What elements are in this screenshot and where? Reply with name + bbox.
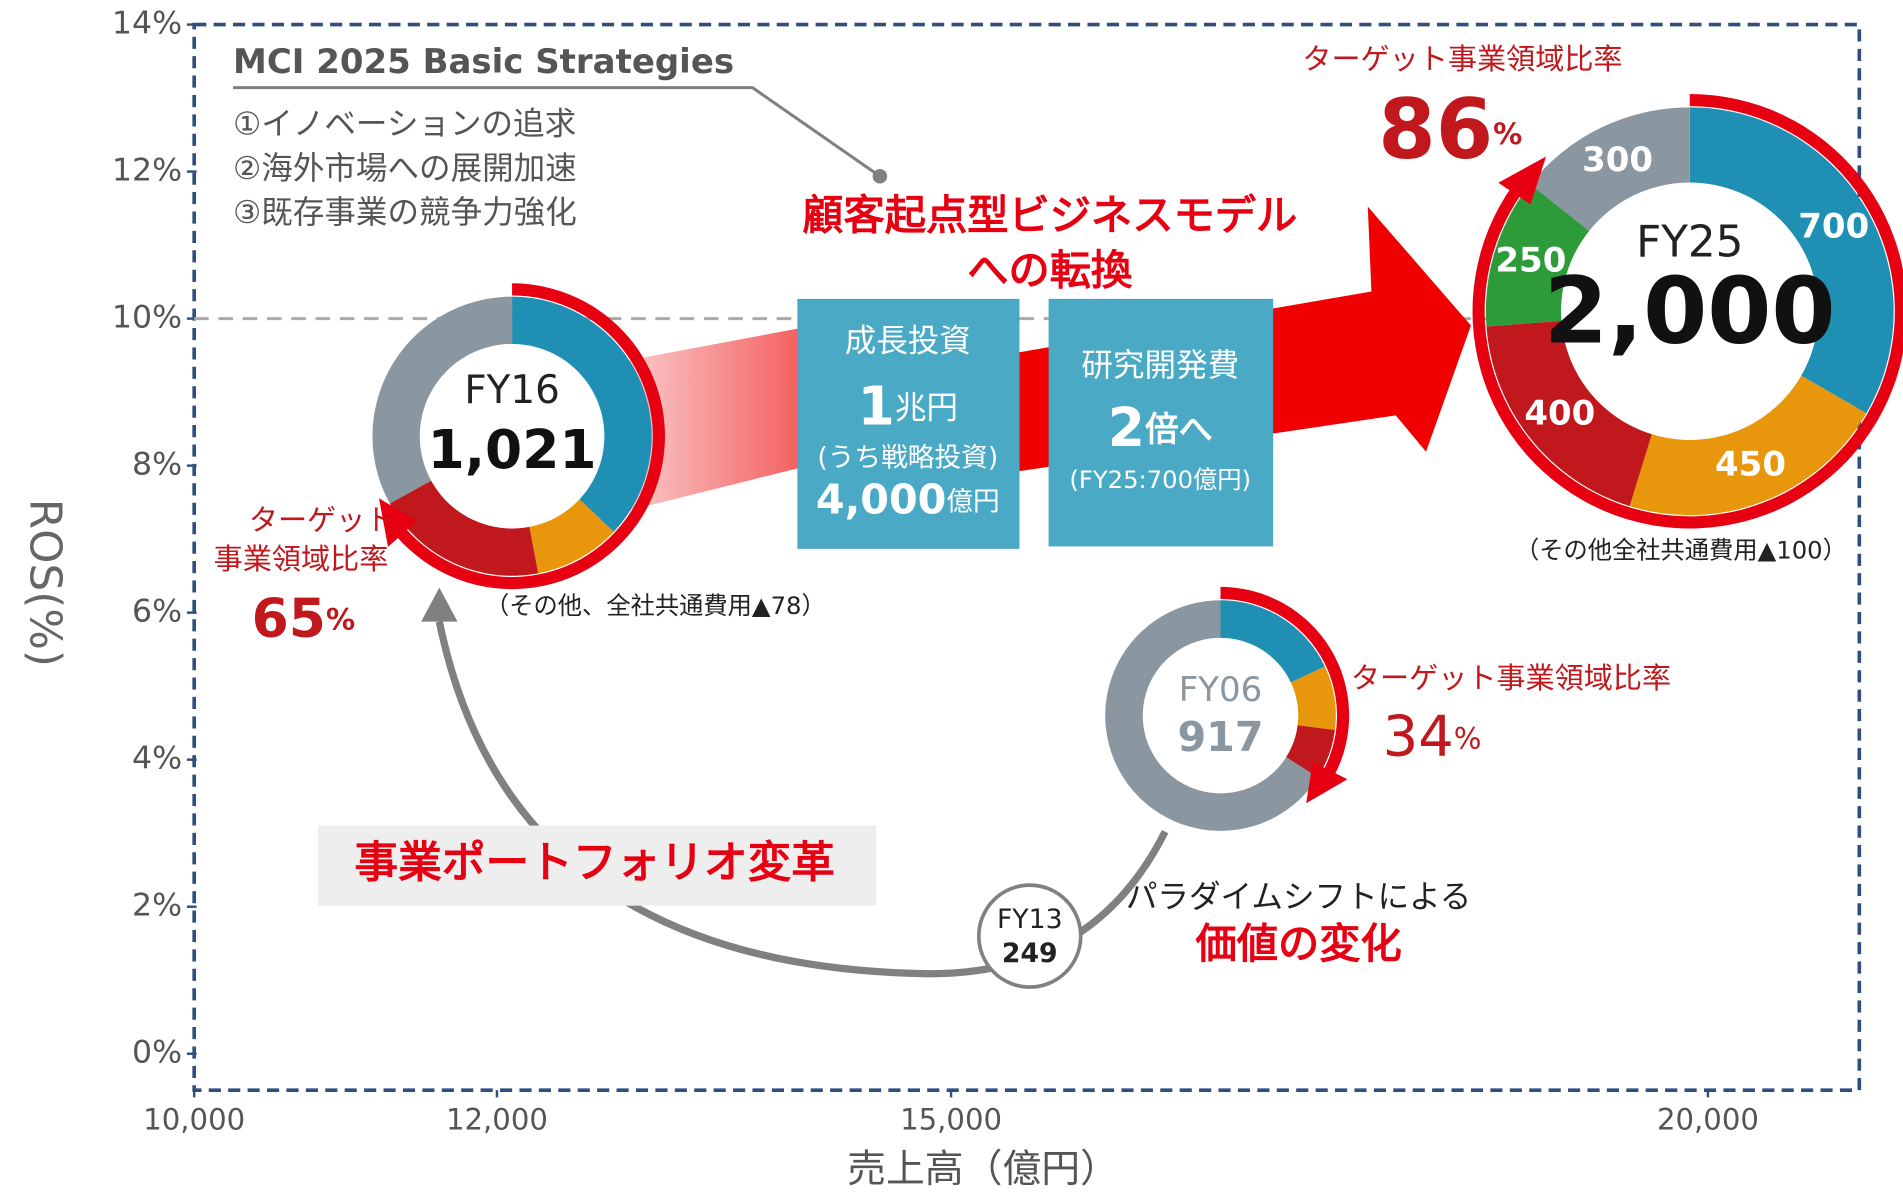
segment-label: 450 bbox=[1715, 445, 1786, 485]
donut-center bbox=[1142, 637, 1299, 794]
y-tick-label: 14% bbox=[112, 6, 182, 42]
point-note: （その他全社共通費用▲100） bbox=[1515, 535, 1847, 564]
plot-frame bbox=[192, 22, 1862, 1092]
donut-segment bbox=[1486, 320, 1652, 507]
point-value: 1,021 bbox=[428, 418, 597, 481]
point-value: 917 bbox=[1177, 713, 1263, 761]
strategy-item: ③既存事業の競争力強化 bbox=[233, 195, 577, 231]
donut-segment bbox=[372, 296, 513, 504]
transformation-arrowhead bbox=[421, 587, 458, 622]
segment-label: 250 bbox=[1495, 241, 1566, 281]
box-sub: (うち戦略投資) bbox=[817, 443, 998, 474]
x-tick-label: 12,000 bbox=[446, 1103, 548, 1137]
investment-box bbox=[797, 298, 1020, 549]
segment-label: 400 bbox=[1524, 393, 1595, 433]
box-title: 成長投資 bbox=[845, 324, 971, 360]
donut-segment bbox=[1286, 725, 1335, 778]
y-tick-label: 0% bbox=[132, 1035, 182, 1071]
y-tick-label: 4% bbox=[132, 741, 182, 777]
strategy-item: ②海外市場への展開加速 bbox=[233, 151, 577, 187]
target-arc bbox=[395, 283, 665, 590]
target-value: 34% bbox=[1383, 705, 1482, 770]
target-arrowhead bbox=[379, 498, 417, 547]
x-tick-label: 20,000 bbox=[1657, 1103, 1759, 1137]
target-label: ターゲット bbox=[249, 503, 395, 537]
leader-dot bbox=[872, 168, 888, 184]
donut-center bbox=[1561, 182, 1819, 440]
target-arrowhead bbox=[1498, 156, 1547, 205]
donut-segment bbox=[389, 480, 539, 576]
box-sub: (FY25:700億円) bbox=[1069, 465, 1251, 494]
box-amount: 1兆円 bbox=[858, 374, 958, 437]
target-label: ターゲット事業領域比率 bbox=[1351, 661, 1671, 695]
target-number: 65 bbox=[252, 586, 326, 649]
portfolio-bg bbox=[317, 825, 877, 906]
portfolio-label: 事業ポートフォリオ変革 bbox=[354, 838, 835, 889]
target-unit: % bbox=[1493, 117, 1522, 151]
target-arc bbox=[1220, 586, 1350, 776]
target-label: 事業領域比率 bbox=[214, 542, 389, 576]
target-unit: % bbox=[326, 603, 355, 637]
target-number: 86 bbox=[1378, 83, 1493, 179]
y-tick-label: 10% bbox=[112, 300, 182, 336]
point-value: 2,000 bbox=[1544, 257, 1836, 365]
donut-center bbox=[419, 343, 605, 529]
point-name: FY25 bbox=[1636, 216, 1743, 267]
point-value: 249 bbox=[1002, 938, 1058, 969]
donut-segment bbox=[1290, 666, 1336, 731]
rd-box bbox=[1048, 298, 1274, 547]
target-value: 65% bbox=[252, 586, 355, 649]
strategies-title: MCI 2025 Basic Strategies bbox=[233, 42, 734, 82]
y-tick-label: 8% bbox=[132, 447, 182, 483]
headline: への転換 bbox=[967, 246, 1133, 294]
target-arrowhead bbox=[1306, 761, 1348, 804]
x-tick-label: 10,000 bbox=[143, 1103, 245, 1137]
x-axis-label: 売上高（億円） bbox=[847, 1147, 1119, 1192]
target-value: 86% bbox=[1378, 83, 1522, 179]
y-axis-label: ROS(%) bbox=[19, 499, 70, 667]
target-unit: % bbox=[1454, 722, 1482, 756]
point-name: FY13 bbox=[997, 904, 1063, 935]
y-tick-label: 6% bbox=[132, 594, 182, 630]
strategies-leader bbox=[233, 86, 881, 178]
donut-segment bbox=[1485, 184, 1590, 327]
box-title: 研究開発費 bbox=[1081, 348, 1239, 384]
headline: 顧客起点型ビジネスモデル bbox=[802, 192, 1297, 240]
paradigm-value: 価値の変化 bbox=[1194, 920, 1401, 968]
point-name: FY16 bbox=[464, 368, 559, 413]
donut-segment bbox=[1689, 107, 1894, 414]
transformation-arrow bbox=[435, 620, 1169, 978]
point-circle bbox=[976, 883, 1083, 989]
strategy-item: ①イノベーションの追求 bbox=[233, 106, 576, 142]
donut-segment bbox=[1105, 600, 1318, 831]
paradigm-label: パラダイムシフトによる bbox=[1126, 879, 1471, 915]
box-sub-amount: 4,000億円 bbox=[816, 476, 1000, 524]
point-note: （その他、全社共通費用▲78） bbox=[485, 591, 826, 620]
y-tick-label: 2% bbox=[132, 888, 182, 924]
point-name: FY06 bbox=[1179, 670, 1263, 710]
donut-segment bbox=[1530, 107, 1690, 232]
x-tick-label: 15,000 bbox=[900, 1103, 1002, 1137]
target-label: ターゲット事業領域比率 bbox=[1302, 42, 1622, 76]
donut-segment bbox=[1220, 600, 1325, 683]
target-number: 34 bbox=[1383, 705, 1454, 770]
donut-segment bbox=[529, 499, 614, 574]
donut-segment bbox=[1629, 375, 1867, 516]
segment-label: 700 bbox=[1798, 207, 1869, 247]
y-tick-label: 12% bbox=[112, 153, 182, 189]
box-amount: 2倍へ bbox=[1108, 396, 1213, 459]
donut-segment bbox=[512, 296, 652, 532]
segment-label: 300 bbox=[1582, 140, 1653, 180]
